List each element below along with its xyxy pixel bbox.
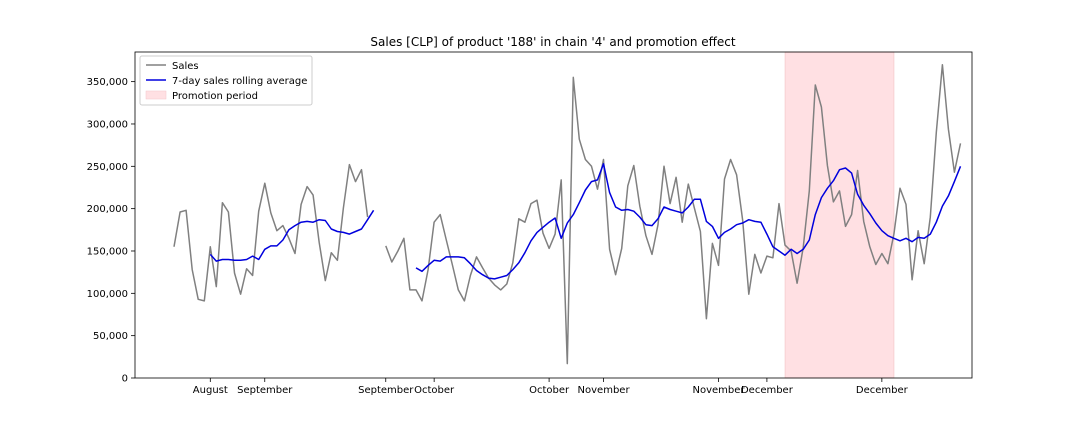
legend-box [139,55,313,106]
series-rolling-average [209,163,962,280]
legend-label-rolling-average: 7-day sales rolling average [172,76,307,87]
chart-title: Sales [CLP] of product '188' in chain '4… [370,35,735,49]
x-tick-label: December [856,385,909,396]
sales-line-segment-0 [173,163,369,302]
y-tick-label: 200,000 [87,204,128,215]
y-tick-label: 300,000 [87,119,128,130]
legend-label-promotion: Promotion period [172,91,258,102]
x-tick-label: November [578,385,631,396]
legend-label-sales: Sales [172,61,199,72]
x-tick-label: December [741,385,794,396]
x-tick-label: September [358,385,414,396]
x-tick-label: August [193,385,228,396]
legend: Sales 7-day sales rolling average Promot… [139,55,313,106]
series-sales [173,63,962,365]
y-tick-label: 150,000 [87,246,128,257]
x-tick-label: October [529,385,570,396]
y-tick-label: 0 [122,374,128,385]
sales-line-segment-1 [385,63,962,365]
y-tick-label: 350,000 [87,77,128,88]
x-tick-label: September [237,385,293,396]
x-tick-label: October [414,385,455,396]
promotion-period-band [784,51,895,379]
y-tick-label: 250,000 [87,162,128,173]
rolling-average-line-segment-0 [209,209,375,262]
x-tick-label: November [692,385,745,396]
y-tick-label: 100,000 [87,289,128,300]
legend-swatch-promotion [145,90,167,100]
plot-frame [134,51,973,379]
rolling-average-line-segment-1 [415,163,962,280]
y-tick-label: 50,000 [93,331,128,342]
